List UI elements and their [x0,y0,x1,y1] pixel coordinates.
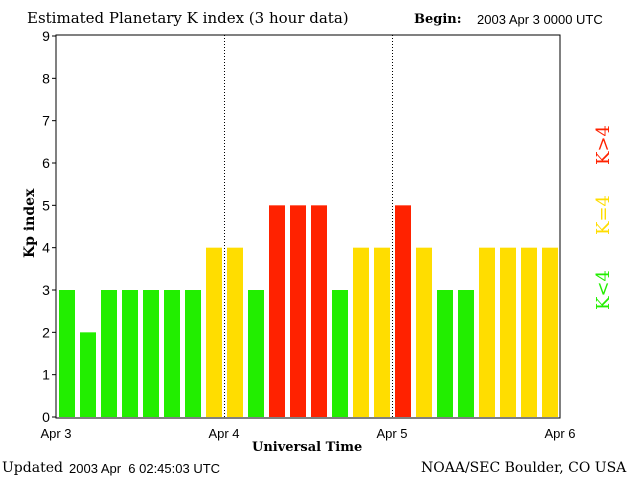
y-tick-label: 8 [42,70,50,86]
kp-bar [437,290,453,417]
kp-bar [416,247,432,417]
x-tick-label: Apr 3 [40,426,71,441]
y-tick-label: 5 [42,197,50,213]
kp-bar [479,247,495,417]
updated-value: 2003 Apr 6 02:45:03 UTC [69,461,221,476]
y-tick-label: 6 [42,155,50,171]
y-tick-label: 9 [42,28,50,44]
updated-label: Updated [2,460,63,476]
x-tick-label: Apr 6 [544,426,575,441]
kp-bar [59,290,75,417]
kp-bar [290,205,306,417]
kp-bar [542,247,558,417]
kp-bar [269,205,285,417]
legend-item: K<4 [593,270,614,310]
kp-bar [500,247,516,417]
kp-bar [353,247,369,417]
y-axis-label: Kp index [22,188,38,258]
kp-bar [311,205,327,417]
x-tick-label: Apr 4 [208,426,239,441]
kp-bar [143,290,159,417]
chart-title: Estimated Planetary K index (3 hour data… [27,9,349,27]
legend-item: K>4 [593,125,614,165]
source-credit: NOAA/SEC Boulder, CO USA [421,460,627,476]
kp-bar [374,247,390,417]
kp-bar [395,205,411,417]
kp-bar [248,290,264,417]
kp-bar [227,247,243,417]
kp-bar [521,247,537,417]
kp-bar [122,290,138,417]
kp-bar [164,290,180,417]
begin-label: Begin: [414,12,462,27]
kp-bar [101,290,117,417]
y-tick-label: 4 [42,240,50,256]
x-tick-label: Apr 5 [376,426,407,441]
kp-bar [185,290,201,417]
kp-bar [332,290,348,417]
y-tick-label: 2 [42,324,50,340]
kp-bar [458,290,474,417]
begin-value: 2003 Apr 3 0000 UTC [477,12,603,27]
legend-item: K=4 [593,195,614,235]
kp-bar [80,332,96,417]
plot-frame [55,34,561,419]
x-axis-label: Universal Time [252,440,363,455]
y-tick-label: 0 [42,409,50,425]
y-tick-label: 1 [42,367,50,383]
kp-bar [206,247,222,417]
y-tick-label: 7 [42,113,50,129]
y-tick-label: 3 [42,282,50,298]
